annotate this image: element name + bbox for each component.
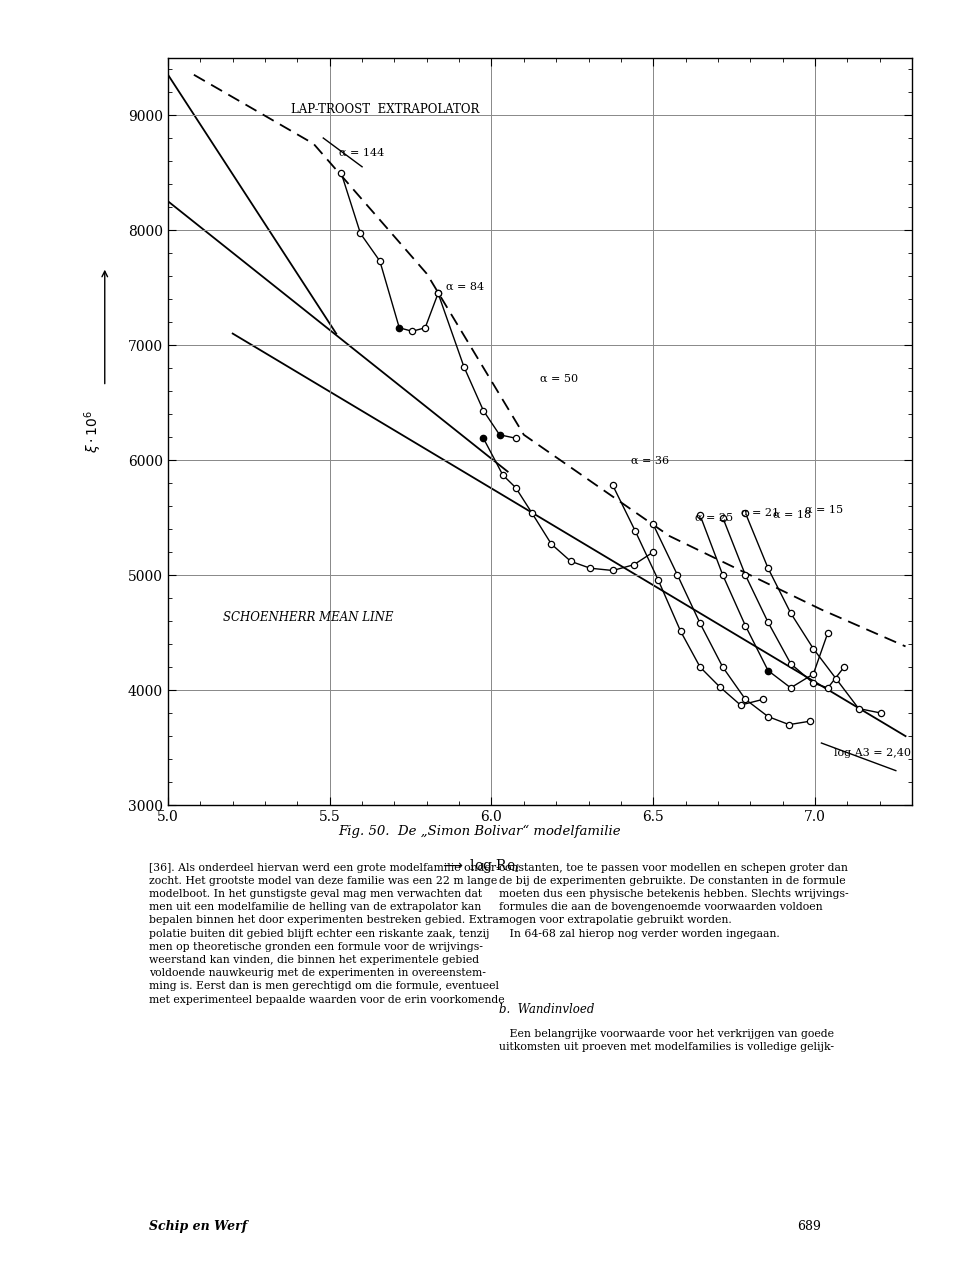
Text: Schip en Werf: Schip en Werf (149, 1220, 247, 1233)
Text: log A3 = 2,40: log A3 = 2,40 (834, 748, 911, 758)
Text: [36]. Als onderdeel hiervan werd een grote modelfamilie onder-
zocht. Het groots: [36]. Als onderdeel hiervan werd een gro… (149, 863, 504, 1005)
Text: constanten, toe te passen voor modellen en schepen groter dan
de bij de experime: constanten, toe te passen voor modellen … (499, 863, 849, 938)
Text: $\xi \cdot 10^6$: $\xi \cdot 10^6$ (83, 410, 105, 452)
Text: α = 21: α = 21 (740, 507, 779, 518)
Text: α = 18: α = 18 (773, 510, 811, 520)
Text: α = 36: α = 36 (631, 455, 669, 465)
Text: b.  Wandinvloed: b. Wandinvloed (499, 1003, 594, 1016)
Text: LAP-TROOST  EXTRAPOLATOR: LAP-TROOST EXTRAPOLATOR (291, 102, 479, 116)
Text: 689: 689 (797, 1220, 821, 1233)
Text: Een belangrijke voorwaarde voor het verkrijgen van goede
uitkomsten uit proeven : Een belangrijke voorwaarde voor het verk… (499, 1029, 834, 1052)
Text: α = 144: α = 144 (340, 147, 385, 157)
Text: Fig. 50.  De „Simon Bolivar“ modelfamilie: Fig. 50. De „Simon Bolivar“ modelfamilie (339, 824, 621, 837)
Text: SCHOENHERR MEAN LINE: SCHOENHERR MEAN LINE (223, 611, 394, 624)
Text: α = 15: α = 15 (805, 505, 844, 515)
Text: α = 84: α = 84 (446, 282, 484, 291)
Text: $\longrightarrow$ log Re$_\ell$: $\longrightarrow$ log Re$_\ell$ (441, 858, 520, 875)
Text: α = 50: α = 50 (540, 374, 578, 383)
Text: α = 25: α = 25 (695, 512, 733, 523)
